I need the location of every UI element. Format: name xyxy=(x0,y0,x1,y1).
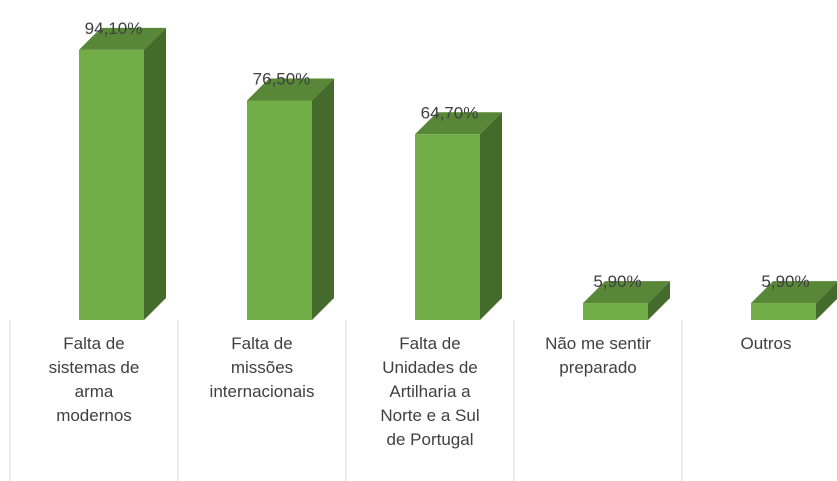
category-label: Falta de sistemas de arma modernos xyxy=(48,334,140,425)
bar-top xyxy=(415,112,502,135)
bar xyxy=(583,303,648,320)
bar-side xyxy=(312,78,334,320)
bar-side xyxy=(816,282,837,320)
bar xyxy=(415,134,480,320)
data-label: 76,50% xyxy=(253,69,311,88)
bar-side xyxy=(480,112,502,320)
bar-top xyxy=(583,281,670,304)
data-label: 5,90% xyxy=(593,272,641,291)
category-label: Falta de Unidades de Artilharia a Norte … xyxy=(380,334,480,449)
bar-side xyxy=(648,281,670,320)
category-label: Falta de missões internacionais xyxy=(209,334,315,401)
data-label: 5,90% xyxy=(761,272,809,291)
bar-top xyxy=(247,78,334,101)
data-label: 94,10% xyxy=(85,19,143,38)
bar xyxy=(751,303,816,320)
category-label: Não me sentir preparado xyxy=(545,334,651,377)
data-label: 64,70% xyxy=(421,103,479,122)
bar xyxy=(79,49,144,321)
category-label: Outros xyxy=(740,334,792,353)
bar-top xyxy=(79,27,166,50)
bar-top xyxy=(751,281,837,304)
bar-side xyxy=(144,27,166,320)
bar xyxy=(247,100,312,320)
